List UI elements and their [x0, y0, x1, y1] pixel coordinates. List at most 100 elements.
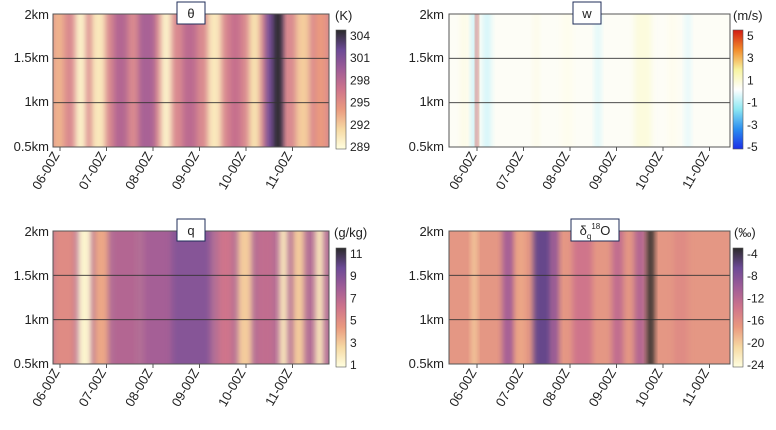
panel-title-w: w	[581, 6, 592, 21]
heatmap-cell	[595, 14, 601, 147]
y-tick-label: 1km	[24, 312, 49, 327]
y-tick-label: 1.5km	[409, 268, 444, 283]
colorbar-tick-label: -3	[747, 118, 758, 132]
heatmap-cell	[229, 14, 241, 147]
x-tick-label: 07-00Z	[493, 149, 527, 192]
x-tick-label: 08-00Z	[539, 366, 573, 409]
x-tick-label: 06-00Z	[29, 149, 63, 192]
heatmap-cell	[218, 231, 233, 364]
heatmap-cell	[273, 14, 283, 147]
heatmap-cell	[53, 14, 65, 147]
y-tick-label: 1km	[419, 94, 444, 109]
colorbar-tick-label: -12	[747, 291, 765, 305]
heatmap-cell	[533, 231, 553, 364]
y-tick-label: 1km	[24, 94, 49, 109]
colorbar-tick-label: 3	[350, 336, 357, 350]
heatmap-cell	[475, 14, 478, 147]
heatmap-cell	[295, 14, 310, 147]
x-tick-label: 07-00Z	[493, 366, 527, 409]
heatmap-q	[53, 231, 329, 364]
y-tick-label: 2km	[24, 7, 49, 22]
heatmap-cell	[91, 14, 106, 147]
y-tick-label: 1.5km	[409, 50, 444, 65]
heatmap-cell	[138, 14, 156, 147]
heatmap-theta	[53, 14, 329, 147]
heatmap-cell	[647, 231, 655, 364]
heatmap-cell	[502, 231, 514, 364]
x-tick-label: 09-00Z	[586, 366, 620, 409]
colorbar-tick-label: 289	[350, 140, 370, 154]
heatmap-cell	[207, 14, 222, 147]
colorbar-tick-label: -1	[747, 96, 758, 110]
heatmap-cell	[634, 231, 646, 364]
x-tick-label: 10-00Z	[215, 149, 249, 192]
colorbar-tick-label: 301	[350, 51, 370, 65]
heatmap-cell	[611, 231, 624, 364]
colorbar-tick-label: 295	[350, 96, 370, 110]
y-axis-w: 2km 1.5km 1km 0.5km	[409, 7, 444, 154]
heatmap-cell	[550, 231, 559, 364]
x-tick-label: 09-00Z	[169, 366, 203, 409]
heatmap-cell	[113, 231, 136, 364]
heatmap-cell	[561, 14, 573, 147]
colorbar-tick-label: -20	[747, 336, 765, 350]
y-axis-d18o: 2km 1.5km 1km 0.5km	[409, 224, 444, 371]
x-axis-theta: 06-00Z 07-00Z 08-00Z 09-00Z 10-00Z 11-00Z	[29, 147, 295, 192]
x-tick-label: 11-00Z	[679, 149, 712, 191]
colorbar-tick-label: -16	[747, 314, 765, 328]
heatmap-cell	[315, 14, 327, 147]
colorbar-theta: 304 301 298 295 292 289	[335, 29, 370, 154]
heatmap-cell	[668, 14, 677, 147]
y-tick-label: 1.5km	[14, 268, 49, 283]
colorbar-tick-label: 292	[350, 118, 370, 132]
y-tick-label: 1.5km	[14, 50, 49, 65]
heatmap-cell	[75, 14, 87, 147]
y-tick-label: 2km	[419, 224, 444, 239]
colorbar-tick-label: 9	[350, 269, 357, 283]
colorbar-w: 5 3 1 -1 -3 -5	[732, 29, 758, 154]
colorbar-tick-label: 5	[747, 29, 754, 43]
colorbar-tick-label: 304	[350, 29, 370, 43]
x-axis-w: 06-00Z 07-00Z 08-00Z 09-00Z 10-00Z 11-00Z	[446, 147, 712, 192]
x-tick-label: 06-00Z	[446, 366, 480, 409]
y-tick-label: 0.5km	[14, 139, 49, 154]
heatmap-cell	[160, 14, 172, 147]
colorbar-gradient	[335, 247, 347, 368]
heatmap-d18o	[449, 231, 730, 364]
heatmap-cell	[237, 231, 252, 364]
y-tick-label: 0.5km	[409, 139, 444, 154]
title-box-w: w	[572, 1, 602, 25]
heatmap-cell	[53, 231, 76, 364]
x-tick-label: 07-00Z	[76, 149, 110, 192]
colorbar-tick-label: -5	[747, 140, 758, 154]
x-tick-label: 07-00Z	[76, 366, 110, 409]
heatmap-cell	[673, 231, 688, 364]
colorbar-tick-label: 7	[350, 291, 357, 305]
heatmap-cell	[257, 231, 274, 364]
x-axis-d18o: 06-00Z 07-00Z 08-00Z 09-00Z 10-00Z 11-00Z	[446, 364, 712, 409]
title-box-d18o: δq18O	[570, 218, 620, 242]
colorbar-gradient	[732, 247, 744, 368]
colorbar-tick-label: -24	[747, 358, 765, 372]
heatmap-cell	[94, 231, 109, 364]
heatmap-cell	[482, 14, 492, 147]
heatmap-cell	[171, 231, 211, 364]
y-axis-q: 2km 1.5km 1km 0.5km	[14, 224, 49, 371]
colorbar-tick-label: 11	[350, 247, 363, 261]
colorbar-gradient	[335, 29, 347, 150]
x-tick-label: 10-00Z	[632, 149, 666, 192]
colorbar-d18o: -4 -8 -12 -16 -20 -24	[732, 247, 765, 372]
y-tick-label: 0.5km	[409, 356, 444, 371]
y-tick-label: 2km	[419, 7, 444, 22]
heatmap-cell	[248, 14, 260, 147]
x-axis-q: 06-00Z 07-00Z 08-00Z 09-00Z 10-00Z 11-00Z	[29, 364, 295, 409]
title-box-theta: θ	[176, 1, 206, 25]
heatmap-w	[449, 14, 730, 147]
x-tick-label: 08-00Z	[122, 149, 156, 192]
colorbar-unit-d18o: (‰)	[734, 225, 756, 240]
colorbar-tick-label: 5	[350, 314, 357, 328]
x-tick-label: 08-00Z	[539, 149, 573, 192]
colorbar-tick-label: -8	[747, 269, 758, 283]
colorbar-unit-w: (m/s)	[733, 8, 763, 23]
